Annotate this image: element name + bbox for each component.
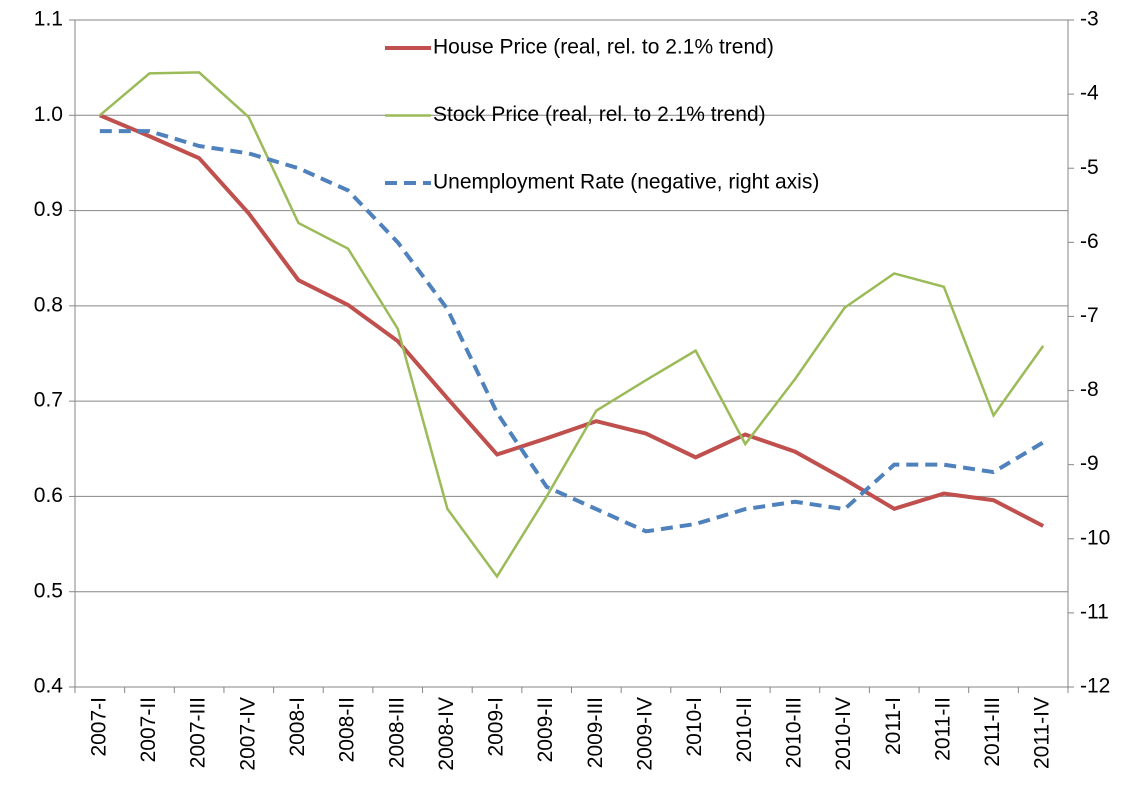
y-tick-label: 1.1 bbox=[34, 8, 63, 31]
y2-tick-label: -6 bbox=[1080, 230, 1099, 253]
y-tick-label: 0.7 bbox=[34, 389, 63, 412]
y2-tick-label: -12 bbox=[1080, 675, 1110, 698]
x-tick-label: 2011-IV bbox=[1031, 697, 1054, 769]
y2-tick-label: -5 bbox=[1080, 156, 1099, 179]
x-tick-label: 2009-I bbox=[485, 697, 508, 757]
x-tick-label: 2009-II bbox=[534, 697, 557, 762]
y2-tick-label: -8 bbox=[1080, 378, 1099, 401]
x-tick-label: 2007-IV bbox=[236, 697, 259, 771]
x-tick-label: 2010-I bbox=[683, 697, 706, 757]
x-tick-label: 2011-III bbox=[981, 697, 1004, 767]
x-tick-label: 2008-IV bbox=[435, 697, 458, 771]
x-tick-label: 2010-II bbox=[733, 697, 756, 762]
y-tick-label: 1.0 bbox=[34, 103, 63, 126]
y2-tick-label: -11 bbox=[1080, 600, 1109, 623]
x-tick-label: 2008-III bbox=[385, 697, 408, 768]
y-tick-label: 0.4 bbox=[34, 675, 64, 698]
x-tick-label: 2010-IV bbox=[832, 697, 855, 771]
x-tick-label: 2008-II bbox=[336, 697, 359, 762]
x-tick-label: 2009-III bbox=[584, 697, 607, 768]
y-tick-label: 0.8 bbox=[34, 293, 63, 316]
legend-label: Stock Price (real, rel. to 2.1% trend) bbox=[433, 103, 766, 126]
x-tick-label: 2008-I bbox=[286, 697, 309, 757]
y2-tick-label: -4 bbox=[1080, 82, 1099, 105]
x-tick-label: 2011-I bbox=[882, 697, 905, 755]
series-line bbox=[99, 129, 1045, 534]
y2-tick-label: -10 bbox=[1080, 526, 1110, 549]
x-tick-label: 2007-II bbox=[137, 697, 160, 762]
legend-label: Unemployment Rate (negative, right axis) bbox=[433, 171, 819, 194]
y2-tick-label: -7 bbox=[1080, 304, 1099, 327]
x-tick-label: 2007-I bbox=[87, 697, 110, 757]
y2-tick-label: -3 bbox=[1080, 8, 1099, 31]
x-tick-label: 2007-III bbox=[187, 697, 210, 768]
y2-tick-label: -9 bbox=[1080, 452, 1099, 475]
series-line bbox=[99, 71, 1045, 579]
y-tick-label: 0.6 bbox=[34, 484, 63, 507]
x-tick-label: 2009-IV bbox=[634, 697, 657, 771]
series-line bbox=[99, 113, 1045, 528]
x-tick-label: 2011-II bbox=[931, 697, 954, 761]
y-tick-label: 0.9 bbox=[34, 198, 63, 221]
x-tick-label: 2010-III bbox=[782, 697, 805, 768]
y-tick-label: 0.5 bbox=[34, 579, 63, 602]
legend-label: House Price (real, rel. to 2.1% trend) bbox=[433, 36, 774, 59]
